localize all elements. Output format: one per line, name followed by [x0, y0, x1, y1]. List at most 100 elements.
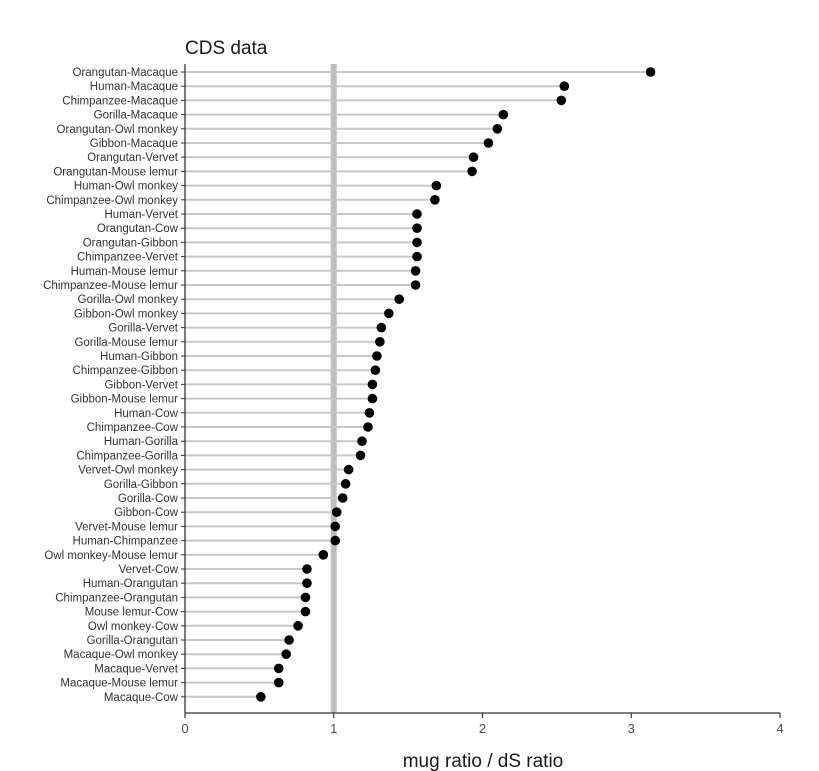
category-label: Chimpanzee-Macaque [62, 95, 178, 107]
data-point [375, 337, 385, 347]
data-point [340, 479, 351, 489]
category-label: Chimpanzee-Cow [87, 422, 179, 434]
category-label: Orangutan-Gibbon [83, 237, 178, 249]
data-point [376, 322, 387, 333]
category-label: Orangutan-Macaque [73, 67, 178, 79]
point-layer [256, 67, 656, 702]
data-point [330, 535, 341, 546]
data-point [357, 436, 367, 447]
x-tick-label: 1 [330, 721, 337, 736]
data-point [645, 67, 656, 77]
category-label: Chimpanzee-Orangutan [55, 592, 178, 604]
data-point [467, 166, 477, 177]
data-point [559, 81, 570, 91]
x-tick-label: 3 [628, 721, 635, 736]
category-label: Orangutan-Vervet [87, 152, 179, 164]
data-point [367, 379, 378, 390]
data-point [337, 493, 348, 503]
category-label: Gibbon-Vervet [104, 379, 178, 391]
category-label: Human-Orangutan [83, 578, 178, 590]
data-point [284, 635, 294, 645]
data-point [330, 521, 341, 532]
data-point [300, 592, 311, 603]
category-label: Chimpanzee-Owl monkey [46, 195, 178, 207]
data-point [370, 365, 381, 376]
data-point [364, 408, 375, 418]
data-point [300, 606, 311, 617]
category-label: Gibbon-Macaque [90, 138, 178, 150]
category-label: Chimpanzee-Mouse lemur [43, 280, 178, 292]
category-label: Vervet-Mouse lemur [75, 521, 178, 533]
category-label: Gibbon-Mouse lemur [71, 394, 179, 406]
category-label: Macaque-Vervet [94, 663, 179, 675]
x-tick-label: 2 [479, 721, 486, 736]
data-point [302, 564, 312, 574]
category-label: Vervet-Owl monkey [78, 465, 178, 477]
data-point [468, 152, 479, 162]
data-point [412, 223, 422, 233]
data-point [372, 351, 382, 361]
x-tick-label: 0 [181, 721, 188, 736]
category-label: Gorilla-Mouse lemur [74, 337, 178, 349]
category-label: Gorilla-Gibbon [104, 479, 178, 491]
data-point [355, 450, 366, 461]
data-point [281, 649, 291, 659]
category-label: Macaque-Mouse lemur [60, 678, 178, 690]
category-label: Human-Gorilla [104, 436, 179, 448]
data-point [273, 663, 284, 674]
category-label: Human-Macaque [90, 81, 178, 93]
category-label: Owl monkey-Mouse lemur [44, 550, 178, 562]
data-point [293, 621, 303, 631]
data-point [273, 677, 284, 688]
category-label: Macaque-Cow [104, 692, 179, 704]
category-label: Human-Chimpanzee [73, 536, 178, 548]
category-label: Gorilla-Orangutan [87, 635, 178, 647]
category-label: Owl monkey-Cow [88, 621, 179, 633]
data-point [343, 464, 354, 475]
data-point [430, 195, 440, 205]
category-label: Gorilla-Cow [118, 493, 179, 505]
category-label: Chimpanzee-Vervet [77, 252, 179, 264]
category-label: Vervet-Cow [119, 564, 179, 576]
data-point [363, 422, 373, 432]
data-point [412, 209, 422, 219]
x-axis-title: mug ratio / dS ratio [403, 751, 564, 771]
data-point [498, 109, 509, 120]
category-label: Human-Owl monkey [74, 181, 178, 193]
category-label: Human-Gibbon [100, 351, 178, 363]
data-point [394, 294, 405, 305]
data-point [318, 550, 329, 560]
category-label: Gibbon-Cow [114, 507, 179, 519]
category-label: Macaque-Owl monkey [64, 649, 179, 661]
category-label: Human-Mouse lemur [71, 266, 179, 278]
data-point [331, 507, 342, 517]
data-point [410, 266, 421, 276]
data-point [483, 138, 494, 148]
data-point [412, 251, 422, 262]
data-point [412, 237, 422, 248]
category-label: Gorilla-Macaque [94, 110, 178, 122]
data-point [492, 124, 503, 134]
category-label: Gibbon-Owl monkey [74, 308, 178, 320]
category-label: Orangutan-Owl monkey [57, 124, 179, 136]
data-point [256, 692, 266, 702]
axis-layer: 0 1 2 3 4 [181, 64, 784, 736]
data-point [367, 393, 378, 404]
data-point [431, 180, 442, 191]
stem-layer [185, 71, 651, 698]
category-label: Gorilla-Owl monkey [78, 294, 179, 306]
data-point [410, 280, 421, 290]
x-tick-label: 4 [776, 721, 783, 736]
category-label: Chimpanzee-Gibbon [73, 365, 178, 377]
data-point [383, 308, 394, 319]
category-label: Orangutan-Cow [97, 223, 179, 235]
category-label: Gorilla-Vervet [108, 323, 178, 335]
category-label: Mouse lemur-Cow [85, 607, 179, 619]
category-label: Human-Cow [114, 408, 179, 420]
category-label: Chimpanzee-Gorilla [76, 450, 178, 462]
category-label-layer: Orangutan-Macaque Human-Macaque Chimpanzee… [43, 67, 179, 704]
data-point [302, 578, 312, 588]
category-label: Human-Vervet [104, 209, 178, 221]
data-point [556, 95, 567, 106]
